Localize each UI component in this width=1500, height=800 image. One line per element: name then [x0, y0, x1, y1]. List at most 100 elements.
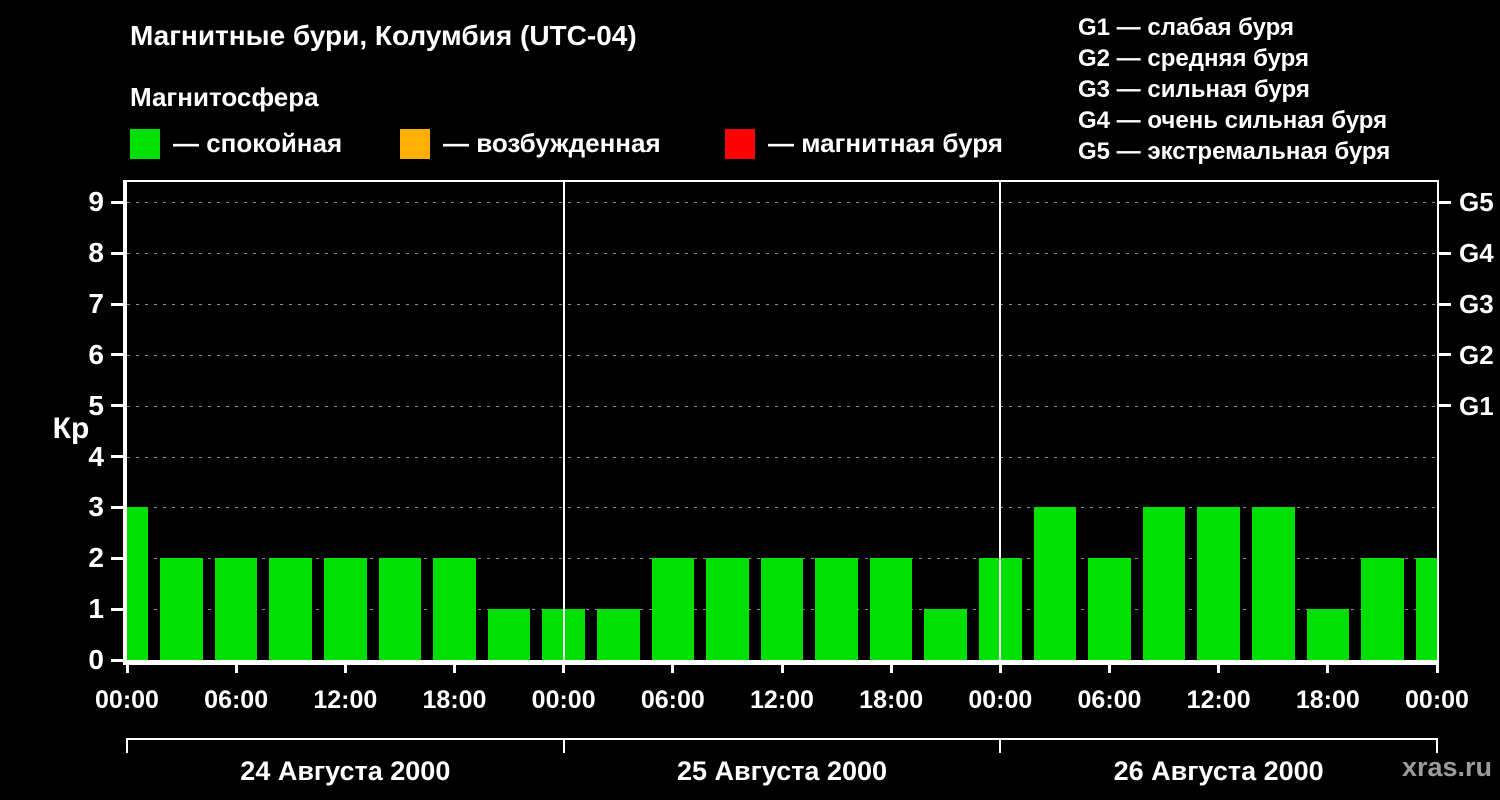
storm-scale-line-g4: G4 — очень сильная буря	[1078, 107, 1388, 134]
legend-item-quiet: — спокойная	[130, 128, 342, 159]
x-tick-label: 12:00	[313, 686, 378, 714]
kp-bar	[1306, 609, 1350, 660]
x-axis-tick	[234, 665, 238, 673]
storm-scale-line-g3: G3 — сильная буря	[1078, 76, 1310, 103]
kp-bar	[869, 558, 913, 660]
x-tick-label: 18:00	[422, 686, 487, 714]
legend-label-unsettled: — возбужденная	[443, 128, 661, 158]
g-level-label: G1	[1459, 390, 1494, 421]
kp-bar	[1251, 507, 1295, 660]
gridline	[127, 507, 1437, 509]
date-ruler-tick	[1436, 738, 1438, 753]
gridline	[127, 456, 1437, 458]
x-axis-tick	[889, 665, 893, 673]
kp-bar	[127, 507, 149, 660]
date-label: 24 Августа 2000	[240, 756, 451, 786]
y-axis-tick	[111, 556, 123, 560]
g-level-label: G4	[1459, 238, 1494, 269]
kp-bar	[160, 558, 203, 660]
y-axis-title: Кр	[52, 412, 90, 445]
kp-bar	[651, 558, 695, 660]
x-tick-label: 06:00	[1077, 686, 1142, 714]
storm-color-swatch	[725, 128, 755, 159]
x-axis-tick	[780, 665, 784, 673]
day-divider	[999, 182, 1002, 660]
y-tick-label: 6	[88, 338, 104, 370]
kp-bar	[1361, 558, 1404, 660]
plot-frame	[123, 180, 1439, 665]
date-ruler-tick	[562, 738, 565, 753]
y-axis-tick	[111, 200, 123, 204]
y-tick-label: 4	[88, 440, 104, 472]
x-tick-label: 18:00	[1295, 686, 1360, 714]
kp-bar	[924, 609, 968, 660]
x-tick-label: 12:00	[1186, 686, 1251, 714]
quiet-color-swatch	[130, 128, 160, 159]
y-tick-label: 3	[88, 491, 104, 523]
y-axis-tick	[111, 404, 123, 408]
x-tick-label: 00:00	[968, 686, 1033, 714]
gridline	[127, 202, 1437, 204]
day-divider	[562, 182, 565, 660]
y-tick-label: 1	[88, 593, 104, 625]
kp-bar	[760, 558, 804, 660]
y-tick-label: 5	[88, 389, 104, 421]
x-axis-tick	[125, 665, 129, 673]
kp-bar	[596, 609, 640, 660]
x-axis-tick	[453, 665, 456, 673]
date-label: 26 Августа 2000	[1113, 756, 1324, 786]
x-axis-tick	[671, 665, 675, 673]
date-ruler-line	[127, 738, 1437, 740]
g-axis-tick	[1439, 353, 1451, 357]
kp-bar	[269, 558, 313, 660]
gridline	[127, 354, 1437, 356]
storm-scale-legend: G1 — слабая буря G2 — средняя буря G3 — …	[1078, 12, 1390, 167]
y-axis-tick	[111, 607, 123, 611]
y-axis-tick	[111, 251, 123, 255]
legend-item-storm: — магнитная буря	[725, 128, 1003, 159]
date-label: 25 Августа 2000	[676, 756, 888, 786]
x-tick-label: 00:00	[1405, 686, 1469, 714]
g-axis-tick	[1439, 251, 1451, 255]
y-tick-label: 7	[88, 288, 104, 320]
y-axis-tick	[111, 455, 123, 459]
g-level-label: G2	[1459, 339, 1494, 370]
date-ruler-tick	[999, 738, 1002, 753]
unsettled-color-swatch	[400, 128, 430, 159]
chart-title: Магнитные бури, Колумбия (UTC-04)	[130, 20, 637, 51]
kp-bar	[378, 558, 422, 660]
x-axis-tick	[1217, 665, 1221, 673]
kp-bar	[214, 558, 258, 660]
y-axis-tick	[111, 353, 123, 357]
y-axis-tick	[111, 505, 123, 509]
watermark: xras.ru	[1401, 752, 1492, 782]
kp-bar	[324, 558, 367, 660]
g-axis-tick	[1439, 302, 1451, 306]
y-tick-label: 0	[88, 644, 104, 675]
kp-bar	[1142, 507, 1186, 660]
x-axis-tick	[1435, 665, 1439, 673]
g-level-label: G3	[1459, 289, 1494, 320]
kp-bar	[706, 558, 749, 660]
kp-bar	[433, 558, 476, 660]
x-axis-tick	[1326, 665, 1330, 673]
x-axis-tick	[1108, 665, 1111, 673]
storm-scale-line-g5: G5 — экстремальная буря	[1078, 138, 1391, 165]
g-axis-tick	[1439, 200, 1451, 204]
x-axis-tick	[562, 665, 566, 673]
x-axis-tick	[343, 665, 347, 673]
gridline	[127, 405, 1437, 407]
plot-area	[127, 182, 1437, 660]
kp-bar	[1415, 558, 1437, 660]
storm-scale-line-g1: G1 — слабая буря	[1078, 14, 1295, 41]
gridline	[127, 304, 1437, 306]
y-axis-tick	[111, 302, 123, 306]
x-tick-label: 12:00	[750, 686, 814, 714]
storm-scale-line-g2: G2 — средняя буря	[1078, 45, 1309, 72]
x-tick-label: 06:00	[204, 686, 269, 714]
kp-bar	[1197, 507, 1240, 660]
y-tick-label: 2	[88, 542, 104, 574]
kp-bar	[1088, 558, 1131, 660]
y-tick-label: 8	[88, 237, 104, 269]
